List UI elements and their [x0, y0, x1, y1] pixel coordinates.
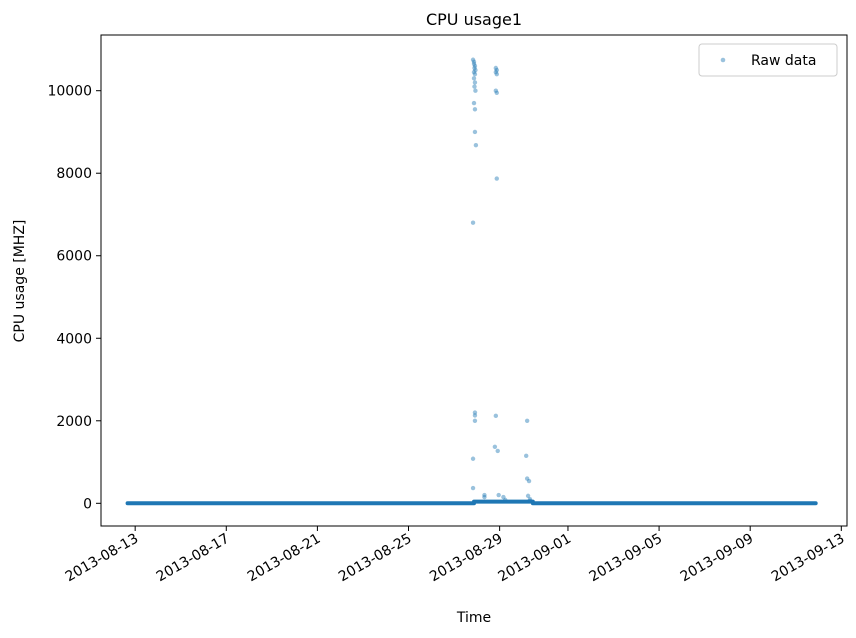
data-point	[472, 107, 478, 112]
data-point	[493, 65, 499, 71]
x-tick-label: 2013-08-29	[427, 531, 505, 586]
legend-label: Raw data	[751, 53, 816, 69]
y-tick-label: 4000	[56, 331, 92, 347]
data-points	[470, 57, 533, 504]
x-tick-label: 2013-09-01	[495, 531, 573, 586]
data-point	[471, 69, 477, 75]
y-tick-label: 8000	[56, 166, 92, 182]
data-point	[472, 71, 478, 77]
y-tick-label: 6000	[56, 249, 92, 265]
data-point	[471, 61, 477, 67]
data-point	[494, 176, 499, 181]
data-point	[472, 129, 478, 135]
data-point	[472, 418, 478, 423]
data-point	[472, 65, 477, 71]
data-point	[482, 492, 487, 498]
data-point	[527, 498, 533, 504]
data-point	[473, 67, 478, 73]
x-axis: 2013-08-13 2013-08-17 2013-08-21 2013-08-25…	[63, 526, 847, 586]
y-axis: 0 2000 4000 6000 8000 10000	[47, 84, 101, 512]
x-tick-label: 2013-08-17	[154, 531, 232, 586]
data-point	[524, 418, 530, 423]
y-tick-label: 0	[83, 496, 92, 512]
data-point	[494, 71, 499, 77]
data-point	[503, 497, 508, 503]
data-point	[482, 494, 487, 500]
y-tick-label: 10000	[47, 84, 92, 100]
data-point	[470, 456, 476, 461]
data-point	[472, 63, 478, 69]
data-point	[493, 69, 499, 75]
data-point	[495, 448, 500, 454]
data-point	[471, 59, 477, 65]
data-point	[501, 494, 506, 500]
chart-title: CPU usage1	[426, 10, 522, 29]
data-point	[472, 410, 478, 415]
y-axis-title: CPU usage [MHZ]	[12, 220, 28, 343]
data-point	[470, 220, 476, 225]
data-point	[470, 57, 476, 62]
legend-box	[698, 43, 838, 77]
plot-frame	[100, 34, 848, 527]
x-tick-label: 2013-08-21	[245, 531, 323, 586]
x-tick-label: 2013-08-25	[336, 531, 414, 586]
data-point	[472, 84, 477, 89]
data-point	[524, 453, 529, 459]
data-point	[492, 444, 498, 449]
data-point	[471, 100, 477, 106]
data-point	[496, 492, 501, 498]
data-point	[525, 493, 531, 499]
data-point	[494, 90, 499, 95]
x-tick-label: 2013-09-09	[678, 531, 756, 586]
data-point	[473, 88, 478, 93]
y-tick-label: 2000	[56, 414, 92, 430]
data-point	[473, 142, 479, 148]
data-point	[493, 88, 499, 93]
data-point	[494, 67, 499, 73]
data-point	[493, 413, 499, 419]
data-point	[526, 478, 532, 484]
data-point	[472, 80, 478, 85]
x-tick-label: 2013-09-13	[769, 531, 847, 586]
data-point	[472, 413, 478, 418]
x-tick-label: 2013-09-05	[587, 531, 665, 586]
x-axis-title: Time	[456, 610, 491, 626]
data-point	[470, 485, 476, 491]
legend-marker	[720, 57, 726, 63]
baseline-series	[125, 499, 818, 506]
data-point	[471, 76, 477, 81]
x-tick-label: 2013-08-13	[63, 531, 141, 586]
data-point	[524, 476, 530, 481]
data-point	[527, 496, 533, 502]
legend: Raw data	[698, 43, 838, 77]
